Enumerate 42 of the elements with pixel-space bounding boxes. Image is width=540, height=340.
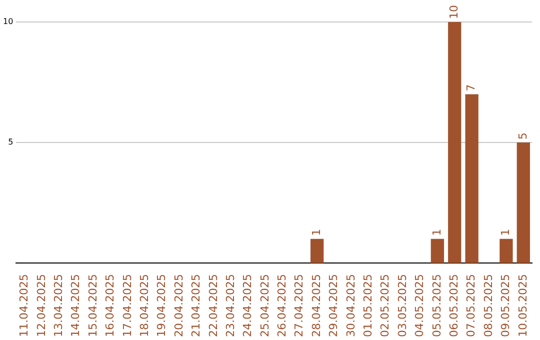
bar — [500, 238, 513, 264]
data-label: 10 — [447, 5, 460, 19]
x-tick-label: 11.04.2025 — [18, 274, 31, 338]
x-tick-label: 26.04.2025 — [276, 274, 289, 338]
x-tick-label: 04.05.2025 — [413, 274, 426, 338]
x-tick-label: 08.05.2025 — [482, 274, 495, 338]
x-tick-label: 21.04.2025 — [190, 274, 203, 338]
x-tick-label: 18.04.2025 — [138, 274, 151, 338]
data-label: 7 — [464, 84, 478, 92]
x-tick-label: 20.04.2025 — [172, 274, 186, 338]
bar — [516, 142, 530, 264]
x-tick-label: 22.04.2025 — [206, 274, 220, 338]
data-label: 1 — [310, 228, 323, 236]
x-tick-label: 14.04.2025 — [69, 274, 82, 338]
bar — [310, 238, 324, 264]
data-label: 1 — [430, 228, 444, 236]
x-tick-label: 02.05.2025 — [378, 274, 392, 338]
x-tick-label: 27.04.2025 — [292, 274, 306, 338]
x-tick-label: 13.04.2025 — [52, 274, 66, 338]
x-tick-label: 25.04.2025 — [258, 274, 272, 338]
x-tick-label: 05.05.2025 — [430, 274, 444, 338]
data-label: 5 — [516, 132, 530, 140]
x-tick-label: 23.04.2025 — [224, 274, 237, 338]
x-tick-label: 09.05.2025 — [499, 274, 512, 338]
x-tick-label: 16.04.2025 — [104, 274, 117, 338]
x-tick-label: 28.04.2025 — [310, 274, 323, 338]
x-tick-label: 12.04.2025 — [34, 274, 48, 338]
x-tick-label: 07.05.2025 — [464, 274, 478, 338]
bar — [465, 94, 478, 264]
x-tick-label: 15.04.2025 — [86, 274, 100, 338]
x-tick-label: 29.04.2025 — [327, 274, 340, 338]
x-tick-label: 30.04.2025 — [344, 274, 358, 338]
x-tick-label: 01.05.2025 — [362, 274, 375, 338]
x-tick-label: 03.05.2025 — [396, 274, 409, 338]
data-label: 1 — [499, 228, 512, 236]
x-tick-label: 17.04.2025 — [120, 274, 134, 338]
bar — [430, 238, 444, 264]
x-tick-label: 19.04.2025 — [155, 274, 168, 338]
bar — [448, 22, 462, 264]
x-tick-label: 24.04.2025 — [241, 274, 254, 338]
x-tick-label: 10.05.2025 — [516, 274, 530, 338]
x-tick-label: 06.05.2025 — [447, 274, 460, 338]
